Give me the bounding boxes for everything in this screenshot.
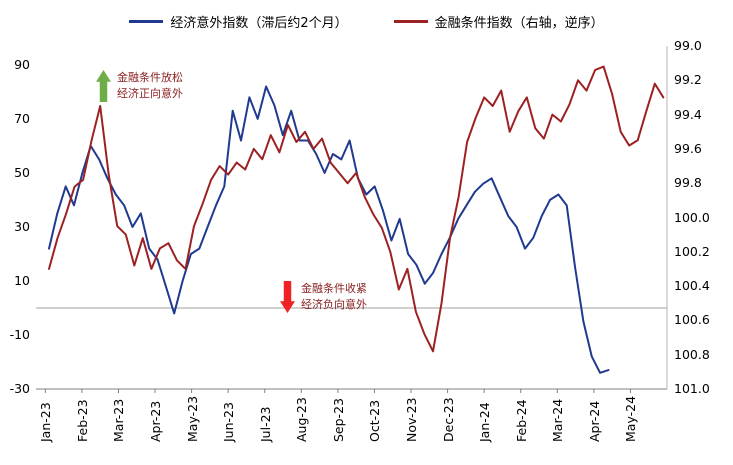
right-axis-tick-label: 100.6 (674, 312, 710, 328)
annotation-loosen-line1: 金融条件放松 (117, 71, 183, 84)
x-axis-tick-label: Feb-24 (513, 399, 529, 442)
legend-item-economic-surprise-index: 经济意外指数（滞后约2个月） (129, 12, 348, 31)
x-axis-tick-label: Mar-24 (550, 398, 566, 442)
annotation-conditions-loosen: 金融条件放松 经济正向意外 (96, 70, 183, 102)
annotation-tighten-text: 金融条件收紧 经济负向意外 (301, 281, 367, 313)
x-axis-tick-label: Nov-23 (404, 397, 419, 442)
left-axis-tick-label: 30 (14, 218, 30, 234)
right-axis-tick-label: 99.6 (674, 140, 702, 156)
legend-label-economic-surprise: 经济意外指数（滞后约2个月） (170, 16, 348, 31)
x-axis-tick-label: Jun-23 (221, 402, 237, 442)
left-axis-tick-label: 90 (14, 56, 30, 72)
series-line-financial-conditions-index (48, 65, 665, 353)
right-axis-tick-label: 99.4 (674, 106, 702, 122)
left-axis-tick-label: 10 (14, 272, 30, 288)
down-arrow-icon (280, 281, 295, 313)
right-axis-tick-label: 100.0 (674, 209, 710, 225)
annotation-loosen-line2: 经济正向意外 (117, 86, 183, 100)
series-line-economic-surprise-index (48, 85, 610, 374)
x-axis-tick-label: Jan-24 (477, 402, 493, 442)
legend-label-financial-conditions: 金融条件指数（右轴，逆序） (434, 16, 604, 31)
right-axis-tick-label: 100.2 (674, 243, 710, 259)
chart-legend: 经济意外指数（滞后约2个月） 金融条件指数（右轴，逆序） (0, 12, 733, 31)
left-axis-tick-label: 50 (14, 164, 30, 180)
right-axis-tick-label: 99.8 (674, 175, 702, 191)
left-axis-tick-label: 70 (14, 110, 30, 126)
legend-line-swatch-economic-surprise (129, 20, 164, 23)
x-axis-tick-label: Apr-24 (586, 400, 602, 442)
x-axis-tick-label: Feb-23 (74, 399, 90, 442)
right-axis-tick-label: 100.4 (674, 278, 710, 294)
x-axis-tick-label: May-23 (184, 395, 200, 442)
x-axis-tick-label: Sep-23 (330, 398, 346, 442)
left-axis-tick-label: -30 (9, 381, 30, 396)
annotation-tighten-line1: 金融条件收紧 (301, 282, 367, 295)
right-axis-tick-label: 99.0 (674, 38, 702, 53)
legend-item-financial-conditions-index: 金融条件指数（右轴，逆序） (393, 12, 604, 31)
right-axis-tick-label: 100.8 (674, 346, 710, 362)
right-axis-tick-label: 99.2 (674, 72, 702, 88)
annotation-loosen-text: 金融条件放松 经济正向意外 (117, 70, 183, 102)
x-axis-tick-label: Dec-23 (440, 397, 456, 442)
x-axis-tick-label: Apr-23 (148, 400, 164, 442)
right-axis-tick-label: 101.0 (674, 381, 710, 396)
x-axis-tick-label: Jul-23 (257, 406, 273, 443)
x-axis-tick-label: Oct-23 (367, 399, 383, 442)
up-arrow-icon (96, 70, 111, 102)
legend-line-swatch-financial-conditions (393, 20, 428, 23)
x-axis-tick-label: Aug-23 (294, 397, 310, 442)
x-axis-tick-label: Mar-23 (111, 398, 127, 442)
annotation-conditions-tighten: 金融条件收紧 经济负向意外 (280, 281, 367, 313)
x-axis-tick-label: May-24 (623, 395, 639, 442)
left-axis-tick-label: -10 (9, 326, 30, 342)
annotation-tighten-line2: 经济负向意外 (301, 297, 367, 311)
x-axis-tick-label: Jan-23 (38, 402, 54, 442)
